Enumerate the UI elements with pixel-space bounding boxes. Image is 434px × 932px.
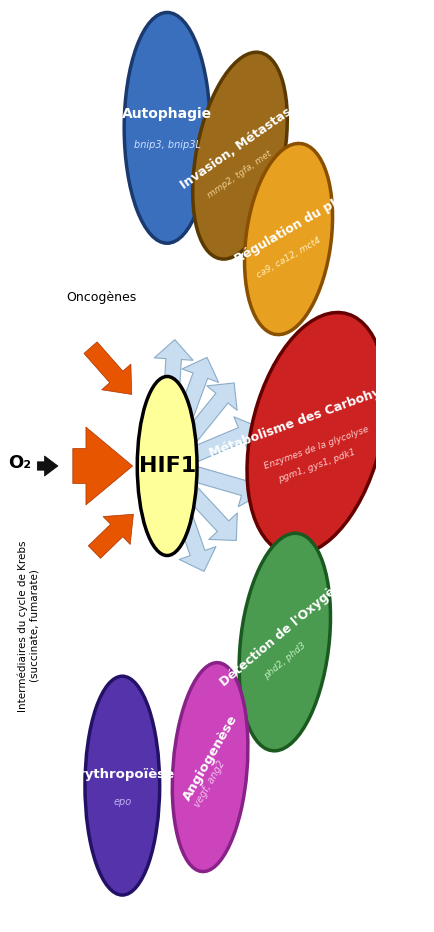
Text: Détection de l'Oxygène: Détection de l'Oxygène — [218, 573, 352, 689]
Text: Autophagie: Autophagie — [122, 107, 212, 121]
Ellipse shape — [172, 663, 248, 871]
Text: Angiogenèse: Angiogenèse — [180, 713, 240, 803]
Ellipse shape — [193, 52, 287, 259]
Text: Erythropoïèse: Erythropoïèse — [70, 768, 175, 781]
Ellipse shape — [124, 12, 210, 243]
Ellipse shape — [244, 144, 332, 335]
Text: bnip3, bnip3L: bnip3, bnip3L — [134, 140, 201, 149]
Text: Enzymes de la glycolyse: Enzymes de la glycolyse — [263, 424, 370, 471]
Text: Intermédiaires du cycle de Krebs
(succinate, fumarate): Intermédiaires du cycle de Krebs (succin… — [18, 541, 40, 712]
Ellipse shape — [247, 312, 386, 555]
Text: ca9, ca12, mct4: ca9, ca12, mct4 — [255, 236, 322, 280]
Text: Invasion, Métastase: Invasion, Métastase — [178, 101, 302, 192]
Text: Oncogènes: Oncogènes — [67, 291, 137, 304]
Ellipse shape — [85, 677, 160, 895]
Ellipse shape — [239, 533, 331, 751]
Text: pgm1, gys1, pdk1: pgm1, gys1, pdk1 — [277, 447, 356, 485]
Text: vegf, ang2: vegf, ang2 — [193, 759, 227, 809]
Text: O₂: O₂ — [8, 454, 31, 473]
Text: phd2, phd3: phd2, phd3 — [262, 640, 308, 680]
Text: Métabolisme des Carbohydrates: Métabolisme des Carbohydrates — [208, 370, 425, 459]
Text: HIF1: HIF1 — [138, 456, 196, 476]
Text: Régulation du pH: Régulation du pH — [233, 194, 345, 266]
Text: epo: epo — [113, 797, 132, 807]
Ellipse shape — [137, 377, 197, 555]
Text: mmp2, tgfa, met: mmp2, tgfa, met — [206, 148, 274, 199]
